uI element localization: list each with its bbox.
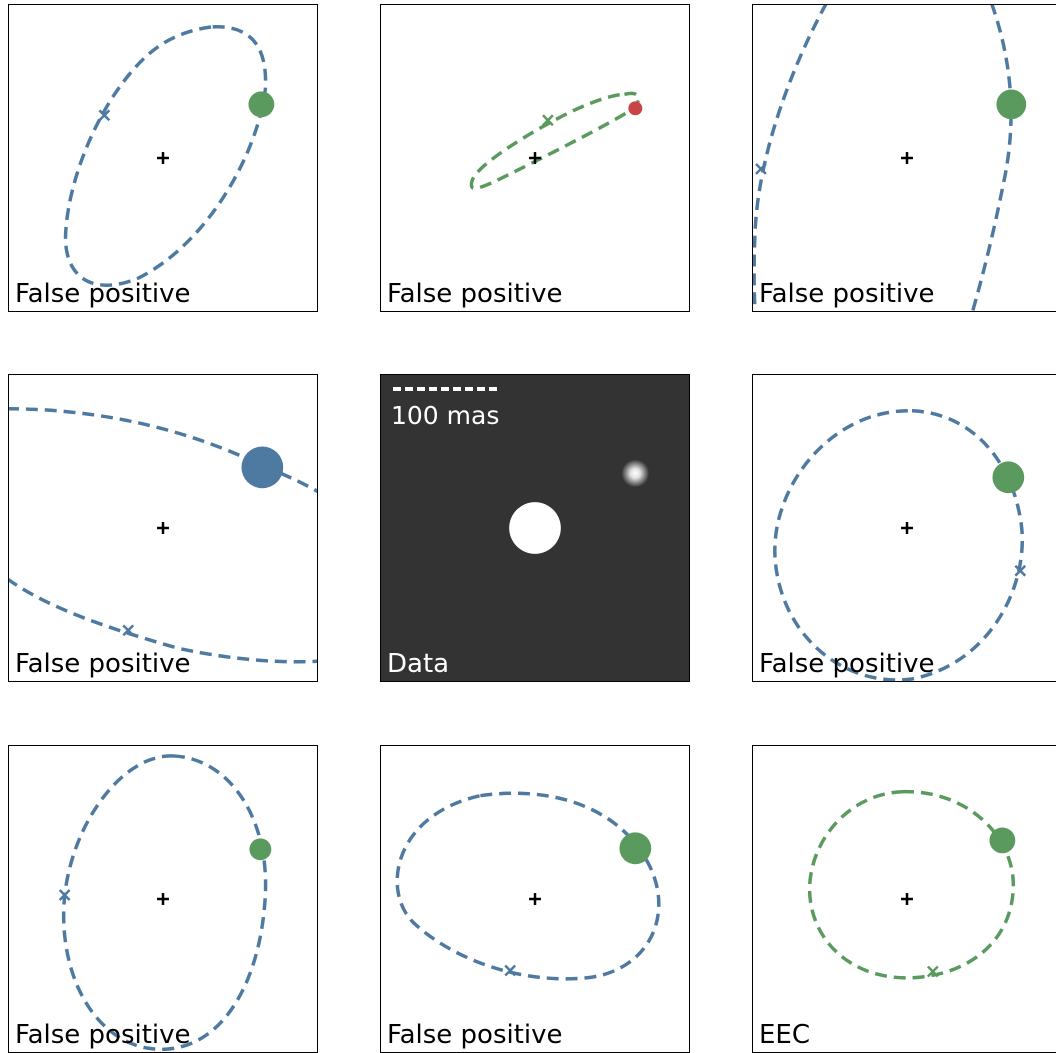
panel-7: False positive: [8, 745, 318, 1053]
orbit-ellipse: [395, 791, 661, 981]
star-marker: [901, 522, 913, 534]
orbit-plot: [773, 409, 1027, 681]
panel-label: EEC: [759, 1020, 811, 1050]
orbit-plot: [58, 754, 272, 1051]
orbit-ellipse: [469, 91, 641, 191]
star-marker: [157, 893, 169, 905]
panel-8: False positive: [380, 745, 690, 1053]
periastron-marker: [1014, 564, 1027, 577]
planet: [248, 91, 275, 118]
orbit-ellipse: [63, 25, 268, 287]
star-marker: [529, 152, 541, 164]
orbit-ellipse: [753, 5, 828, 311]
panel-4: False positive: [8, 374, 318, 682]
orbit-ellipse: [807, 789, 1016, 980]
panel-5-data: 100 mas Data: [380, 374, 690, 682]
panel-label: False positive: [387, 279, 563, 309]
periastron-marker: [926, 965, 939, 978]
planet: [989, 827, 1016, 854]
periastron-marker: [98, 109, 111, 122]
orbit-plot: [9, 407, 317, 664]
periastron-marker: [122, 624, 135, 637]
star-mask: [509, 502, 561, 554]
companion-source: [621, 459, 650, 488]
star-marker: [157, 522, 169, 534]
orbit-ellipse: [61, 754, 268, 1051]
orbit-plot: [807, 789, 1016, 980]
scale-bar: [393, 387, 497, 391]
panel-9: EEC: [752, 745, 1056, 1053]
panel-label: False positive: [15, 1020, 191, 1050]
panel-1: False positive: [8, 4, 318, 312]
orbit-ellipse-right: [970, 5, 1013, 311]
orbit-plot: [469, 91, 643, 191]
planet: [992, 461, 1025, 494]
orbit-plot: [395, 791, 661, 981]
star-marker: [901, 893, 913, 905]
planet: [996, 89, 1027, 120]
star-marker: [529, 893, 541, 905]
panel-label: Data: [387, 649, 450, 679]
planet: [249, 838, 272, 861]
panel-label: False positive: [759, 279, 935, 309]
orbit-plot: [63, 25, 275, 287]
data-image: [509, 459, 650, 554]
orbit-ellipse-bottom: [9, 577, 317, 664]
panel-label: False positive: [759, 649, 935, 679]
periastron-marker: [542, 114, 554, 127]
panel-6: False positive: [752, 374, 1056, 682]
panel-label: False positive: [15, 649, 191, 679]
star-marker: [157, 152, 169, 164]
panel-label: False positive: [15, 279, 191, 309]
periastron-marker: [504, 964, 517, 977]
planet: [241, 446, 284, 489]
orbit-ellipse: [773, 409, 1024, 681]
periastron-marker: [755, 163, 767, 175]
star-marker: [901, 152, 913, 164]
panel-3: False positive: [752, 4, 1056, 312]
planet: [628, 101, 643, 116]
scale-label: 100 mas: [391, 401, 500, 430]
orbit-ellipse-top: [9, 407, 317, 494]
orbit-plot: [753, 5, 1027, 311]
panel-label: False positive: [387, 1020, 563, 1050]
panel-2: False positive: [380, 4, 690, 312]
periastron-marker: [58, 889, 71, 901]
planet: [619, 832, 652, 865]
